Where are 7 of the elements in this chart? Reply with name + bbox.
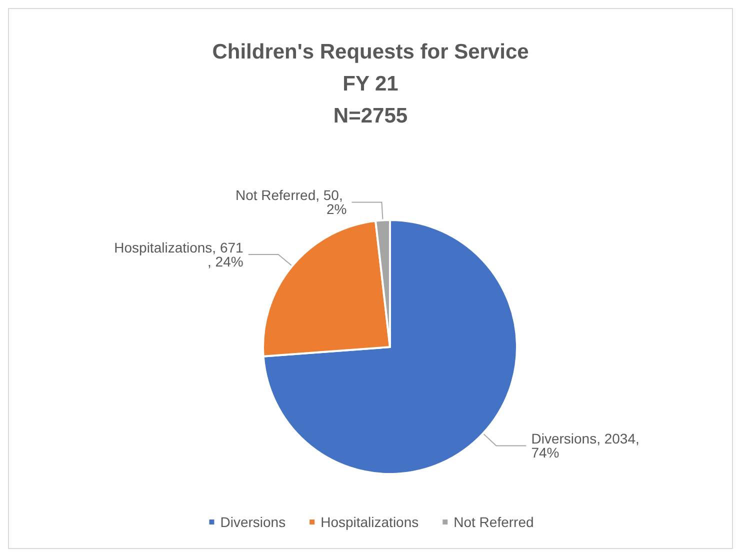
chart-title: Children's Requests for Service FY 21 N=2755 [212, 40, 529, 128]
legend-label: Not Referred [454, 514, 534, 530]
data-label: Hospitalizations, 671, 24% [114, 240, 244, 270]
legend-label: Diversions [220, 514, 286, 530]
data-label: Not Referred, 50, 2% [235, 187, 347, 218]
data-label: Diversions, 2034, 74% [531, 430, 644, 461]
legend-label: Hospitalizations [320, 514, 419, 530]
